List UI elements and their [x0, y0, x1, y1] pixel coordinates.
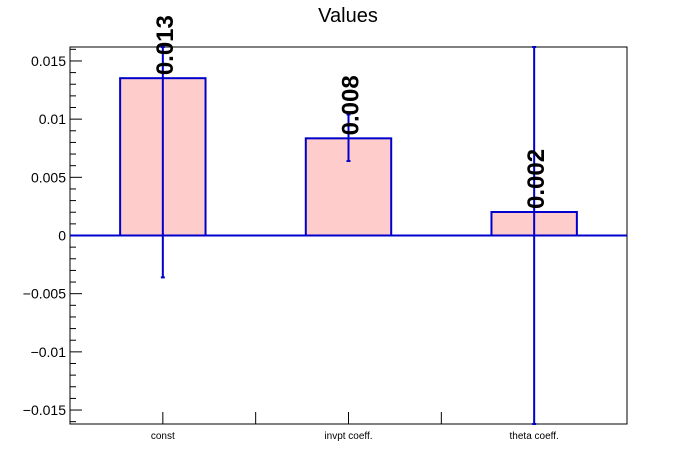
x-tick-label: invpt coeff.	[324, 431, 372, 442]
x-tick-label: theta coeff.	[510, 431, 559, 442]
y-tick-label: −0.015	[23, 402, 66, 418]
chart-title: Values	[318, 5, 378, 27]
y-tick-label: −0.005	[23, 286, 66, 302]
x-tick-label: const	[151, 431, 175, 442]
y-tick-label: −0.01	[31, 344, 67, 360]
bar-value-label: 0.002	[523, 149, 550, 209]
bar-value-label: 0.013	[152, 15, 179, 75]
bar-value-label: 0.008	[338, 75, 365, 135]
y-tick-label: 0.01	[39, 111, 66, 127]
y-tick-label: 0	[58, 228, 66, 244]
y-tick-label: 0.005	[31, 169, 66, 185]
y-tick-label: 0.015	[31, 53, 66, 69]
